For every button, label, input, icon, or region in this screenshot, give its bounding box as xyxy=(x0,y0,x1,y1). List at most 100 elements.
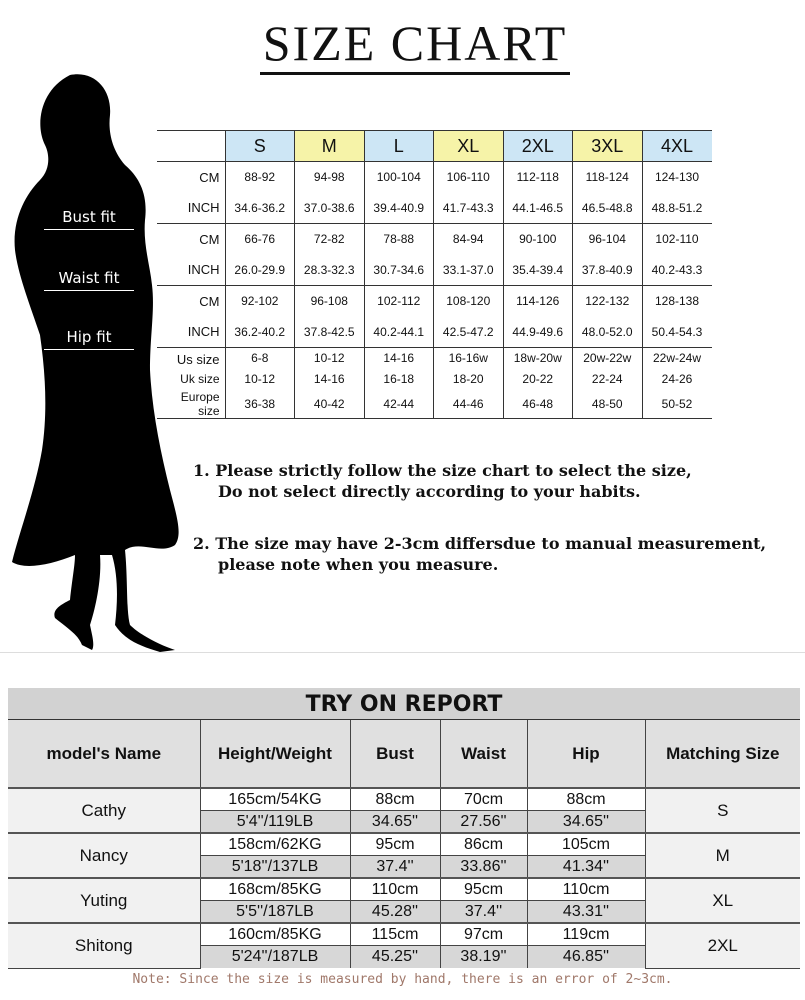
conversion-cell: 22-24 xyxy=(572,368,642,390)
size-header-l: L xyxy=(363,130,434,162)
metric-cell: 97cm xyxy=(439,922,527,946)
measure-cell: 42.5-47.2 xyxy=(433,316,503,348)
imperial-cell: 34.65'' xyxy=(349,810,440,833)
size-header-3xl: 3XL xyxy=(572,130,642,162)
measure-cell: 128-138 xyxy=(641,285,712,317)
report-row-imperial: 5'18''/137LB 37.4'' 33.86'' 41.34'' xyxy=(8,855,800,878)
measure-cell: 102-112 xyxy=(363,285,434,317)
measure-cell: 40.2-44.1 xyxy=(363,316,434,348)
unit-label: CM xyxy=(199,231,220,247)
metric-cell: 105cm xyxy=(526,832,645,856)
measure-cell: 48.0-52.0 xyxy=(572,316,642,348)
size-header-4xl: 4XL xyxy=(641,130,712,162)
report-header-cell: model's Name xyxy=(8,720,200,789)
report-row-metric: Yuting 168cm/85KG 110cm 95cm 110cm XL xyxy=(8,877,800,924)
measure-cell: 122-132 xyxy=(572,285,642,317)
note-1-line-1: 1. Please strictly follow the size chart… xyxy=(193,461,692,480)
size-header-m: M xyxy=(294,130,364,162)
measure-cell: 28.3-32.3 xyxy=(294,254,364,286)
conversion-label: Europe size xyxy=(157,389,225,419)
measure-cell: 96-108 xyxy=(294,285,364,317)
size-chart-table: S M L XL 2XL 3XL 4XL CM 88-92 94-98 100-104 106-110… xyxy=(157,130,712,419)
report-row-imperial: 5'24''/187LB 45.25'' 38.19'' 46.85'' xyxy=(8,945,800,968)
measure-cell: 112-118 xyxy=(502,161,573,193)
unit-label: INCH xyxy=(157,316,225,348)
section-divider xyxy=(0,652,805,653)
model-name: Shitong xyxy=(8,922,200,969)
matching-size: 2XL xyxy=(644,922,800,969)
unit-label: INCH xyxy=(157,192,225,224)
measure-cell: 100-104 xyxy=(363,161,434,193)
imperial-cell: 33.86'' xyxy=(439,855,527,878)
note-2: 2. The size may have 2-3cm differsdue to… xyxy=(193,533,766,575)
conversion-cell: 48-50 xyxy=(572,389,642,419)
imperial-cell: 43.31'' xyxy=(526,900,645,923)
metric-cell: 88cm xyxy=(526,787,645,811)
metric-cell: 165cm/54KG xyxy=(199,787,350,811)
unit-label: CM xyxy=(199,169,220,185)
measure-cell: 84-94 xyxy=(433,223,503,255)
report-header-cell: Hip xyxy=(526,720,645,789)
conversion-cell: 10-12 xyxy=(294,347,364,369)
measure-cell: 118-124 xyxy=(572,161,642,193)
note-1-line-2: Do not select directly according to your… xyxy=(218,482,641,501)
measure-cell: 39.4-40.9 xyxy=(363,192,434,224)
measure-cell: 30.7-34.6 xyxy=(363,254,434,286)
conversion-cell: 18-20 xyxy=(433,368,503,390)
measure-cell: 114-126 xyxy=(502,285,573,317)
metric-cell: 119cm xyxy=(526,922,645,946)
bust-fit-label: Bust fit xyxy=(44,208,134,230)
conversion-cell: 20-22 xyxy=(502,368,573,390)
size-header-2xl: 2XL xyxy=(502,130,573,162)
imperial-cell: 5'4''/119LB xyxy=(199,810,350,833)
metric-cell: 110cm xyxy=(526,877,645,901)
measure-cell: 40.2-43.3 xyxy=(641,254,712,286)
measure-cell: 44.9-49.6 xyxy=(502,316,573,348)
try-on-report: TRY ON REPORT model's Name Height/Weight B… xyxy=(8,688,800,969)
report-header-cell: Waist xyxy=(439,720,527,789)
report-row-metric: Nancy 158cm/62KG 95cm 86cm 105cm M xyxy=(8,832,800,879)
conversion-cell: 44-46 xyxy=(433,389,503,419)
measure-cell: 66-76 xyxy=(224,223,295,255)
waist-cm-row: CM 66-76 72-82 78-88 84-94 90-100 96-104 102-11… xyxy=(157,223,712,255)
conversion-label: Us size xyxy=(176,352,220,368)
unit-label: INCH xyxy=(157,254,225,286)
corner-cell xyxy=(157,130,225,162)
metric-cell: 86cm xyxy=(439,832,527,856)
hip-inch-row: INCH 36.2-40.2 37.8-42.5 40.2-44.1 42.5-47.2… xyxy=(157,316,712,348)
measure-cell: 34.6-36.2 xyxy=(224,192,295,224)
metric-cell: 88cm xyxy=(349,787,440,811)
bust-inch-row: INCH 34.6-36.2 37.0-38.6 39.4-40.9 41.7-43.3… xyxy=(157,192,712,224)
conversion-cell: 50-52 xyxy=(641,389,712,419)
conversion-cell: 16-16w xyxy=(433,347,503,369)
report-title: TRY ON REPORT xyxy=(8,688,800,720)
hip-cm-row: CM 92-102 96-108 102-112 108-120 114-126 122-1… xyxy=(157,285,712,317)
page-title: SIZE CHART xyxy=(262,15,568,71)
measure-cell: 96-104 xyxy=(572,223,642,255)
measure-cell: 102-110 xyxy=(641,223,712,255)
report-header-cell: Bust xyxy=(349,720,440,789)
waist-fit-label: Waist fit xyxy=(44,269,134,291)
measure-cell: 37.8-40.9 xyxy=(572,254,642,286)
metric-cell: 95cm xyxy=(439,877,527,901)
measure-cell: 41.7-43.3 xyxy=(433,192,503,224)
note-2-line-2: please note when you measure. xyxy=(218,555,499,574)
measure-cell: 88-92 xyxy=(224,161,295,193)
report-header-cell: Matching Size xyxy=(644,720,800,789)
size-header-xl: XL xyxy=(433,130,503,162)
measure-cell: 72-82 xyxy=(294,223,364,255)
conversion-row: Uk size 10-12 14-16 16-18 18-20 20-22 22-24 24-… xyxy=(157,368,712,390)
matching-size: S xyxy=(644,787,800,834)
measure-cell: 37.8-42.5 xyxy=(294,316,364,348)
conversion-cell: 18w-20w xyxy=(502,347,573,369)
conversion-cell: 20w-22w xyxy=(572,347,642,369)
conversion-cell: 14-16 xyxy=(294,368,364,390)
title-underline xyxy=(260,72,570,75)
try-on-report-table: model's Name Height/Weight Bust Waist Hip Mat… xyxy=(8,720,800,969)
conversion-cell: 14-16 xyxy=(363,347,434,369)
conversion-cell: 46-48 xyxy=(502,389,573,419)
imperial-cell: 45.25'' xyxy=(349,945,440,968)
imperial-cell: 45.28'' xyxy=(349,900,440,923)
imperial-cell: 34.65'' xyxy=(526,810,645,833)
measure-cell: 108-120 xyxy=(433,285,503,317)
